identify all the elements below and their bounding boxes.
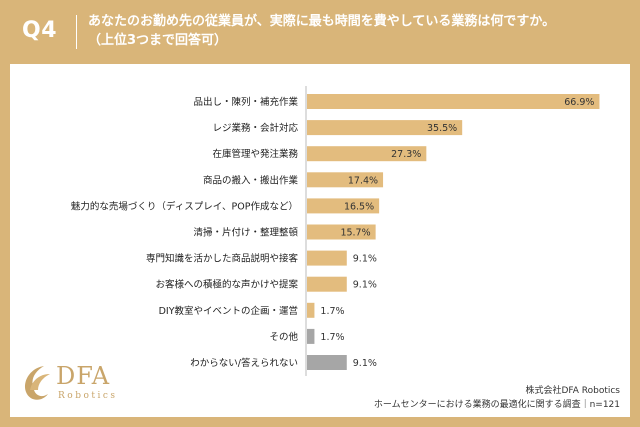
bar (307, 146, 427, 162)
question-header: Q4 あなたのお勤め先の従業員が、実際に最も時間を費やしている業務は何ですか。 … (0, 0, 640, 64)
source-note: 株式会社DFA Robotics ホームセンターにおける業務の最適化に関する調査… (374, 384, 620, 412)
category-label: わからない/答えられない (190, 357, 298, 369)
bar (307, 224, 376, 240)
question-number: Q4 (22, 18, 58, 43)
question-title-line1: あなたのお勤め先の従業員が、実際に最も時間を費やしている業務は何ですか。 (88, 14, 556, 29)
category-label: お客様への積極的な声かけや提案 (155, 279, 298, 291)
header-divider (76, 15, 77, 49)
source-survey: ホームセンターにおける業務の最適化に関する調査｜n=121 (373, 400, 620, 410)
company-logo: DFA Robotics (20, 360, 140, 410)
category-label: 清掃・片付け・整理整頓 (193, 227, 298, 239)
value-label: 1.7% (320, 306, 344, 317)
value-label: 9.1% (353, 254, 377, 265)
bar (307, 302, 315, 318)
question-title: あなたのお勤め先の従業員が、実際に最も時間を費やしている業務は何ですか。 （上位… (88, 12, 628, 50)
bar (307, 120, 463, 136)
bar (307, 250, 347, 266)
category-label: レジ業務・会計対応 (212, 122, 298, 134)
value-label: 35.5% (427, 123, 457, 134)
value-label: 17.4% (348, 175, 378, 186)
value-label: 1.7% (320, 332, 344, 343)
value-label: 9.1% (353, 280, 377, 291)
category-label: 商品の搬入・搬出作業 (203, 174, 299, 186)
category-label: 専門知識を活かした商品説明や接客 (146, 253, 299, 265)
bar (307, 328, 315, 344)
bar (307, 355, 347, 370)
value-label: 66.9% (564, 97, 594, 108)
swirl-logo-icon (24, 366, 50, 400)
value-label: 16.5% (344, 201, 374, 212)
bar (307, 94, 600, 109)
bar (307, 198, 380, 214)
source-company: 株式会社DFA Robotics (525, 386, 620, 396)
category-label: DIY教室やイベントの企画・運営 (159, 305, 298, 317)
value-label: 15.7% (340, 228, 370, 239)
bar (307, 276, 347, 292)
value-label: 27.3% (391, 149, 421, 160)
bar (307, 172, 384, 188)
question-title-line2: （上位3つまで回答可） (88, 33, 228, 48)
logo-wordmark: DFA (56, 362, 111, 390)
category-label: 在庫管理や発注業務 (212, 148, 298, 160)
logo-subtitle: Robotics (58, 391, 118, 401)
category-label: 品出し・陳列・補充作業 (193, 96, 298, 108)
value-label: 9.1% (353, 358, 377, 369)
category-label: その他 (269, 331, 298, 343)
category-label: 魅力的な売場づくり（ディスプレイ、POP作成など） (71, 200, 298, 212)
